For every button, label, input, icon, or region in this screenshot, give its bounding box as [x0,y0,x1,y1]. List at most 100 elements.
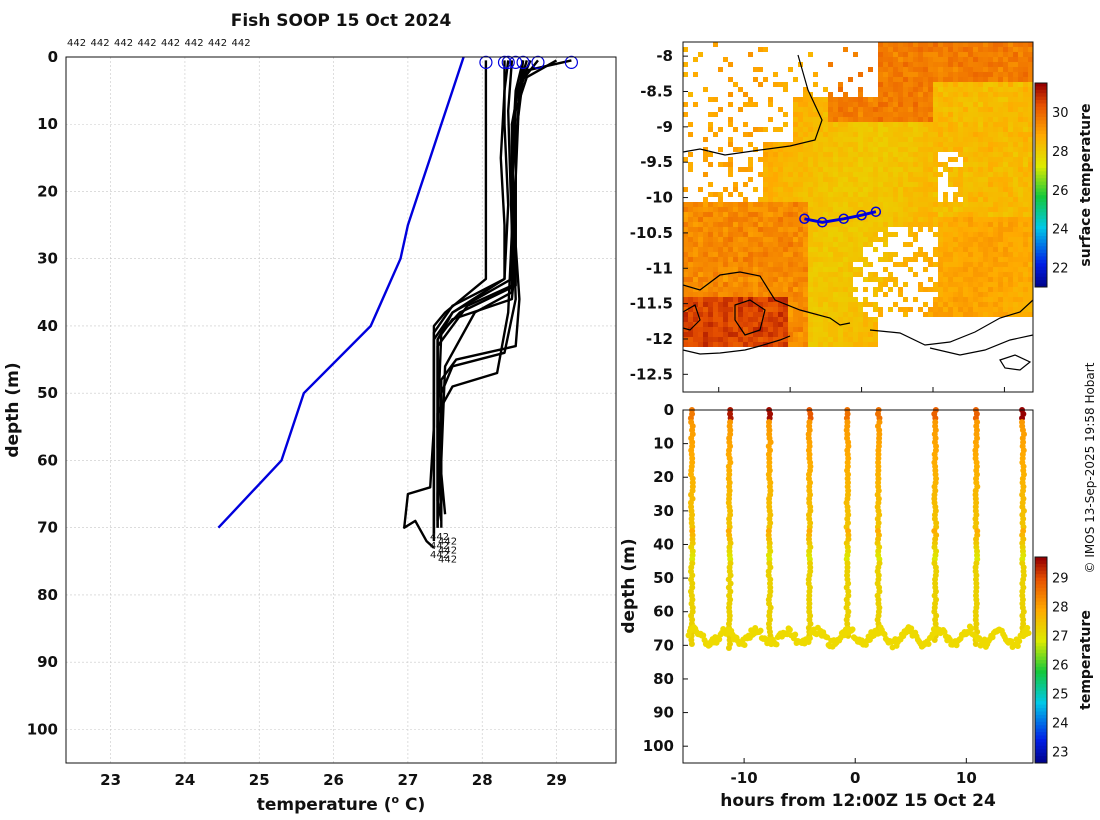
sst-cell [783,162,788,167]
sst-cell [983,67,988,72]
sst-cell [813,257,818,262]
sst-cell [793,137,798,142]
sst-cell [803,292,808,297]
sst-cell [1028,147,1033,152]
sst-cell [1028,82,1033,87]
sst-cell [993,297,998,302]
sst-cell [793,217,798,222]
top-cast-label: 442 [208,38,227,49]
colorbar-tick-label: 28 [1052,145,1069,160]
sst-cell [738,332,743,337]
sst-cell [923,162,928,167]
sst-cell [703,312,708,317]
sst-cell [753,257,758,262]
sst-cell [728,287,733,292]
sst-cell [718,312,723,317]
sst-cell [973,112,978,117]
sst-cell [978,137,983,142]
sst-cell [808,52,813,57]
sst-cell [878,142,883,147]
sst-cell [793,207,798,212]
sst-cell [958,122,963,127]
sst-cell [838,97,843,102]
sst-cell [883,152,888,157]
sst-cell [958,282,963,287]
sst-cell [728,92,733,97]
sst-cell [963,47,968,52]
sst-cell [848,207,853,212]
coastline [929,334,1034,356]
sst-cell [998,162,1003,167]
sst-cell [763,152,768,157]
sst-cell [993,207,998,212]
sst-cell [798,292,803,297]
sst-cell [828,262,833,267]
colorbar-step [1035,198,1047,203]
sst-cell [708,277,713,282]
colorbar-step [1035,666,1047,671]
sst-cell [913,197,918,202]
sst-cell [993,72,998,77]
sst-cell [978,222,983,227]
sst-cell [813,317,818,322]
sst-cell [968,277,973,282]
sst-cell [988,182,993,187]
colorbar-step [1035,677,1047,682]
y-tick-label: -12.5 [630,365,673,383]
sst-cell [923,107,928,112]
sst-cell [938,137,943,142]
sst-cell [798,107,803,112]
sst-cell [1008,102,1013,107]
sst-cell [1003,222,1008,227]
sst-cell [723,207,728,212]
sst-cell [908,62,913,67]
sst-cell [808,167,813,172]
sst-cell [728,172,733,177]
sst-cell [863,162,868,167]
sst-cell [963,127,968,132]
sst-cell [928,277,933,282]
sst-cell [838,307,843,312]
sst-cell [1028,152,1033,157]
map-frame [682,41,1034,393]
sst-cell [863,182,868,187]
sst-cell [883,207,888,212]
sst-cell [688,242,693,247]
sst-cell [978,212,983,217]
sst-cell [718,317,723,322]
sst-cell [793,112,798,117]
sst-cell [993,82,998,87]
sst-cell [788,147,793,152]
sst-cell [858,342,863,347]
sst-cell [948,157,953,162]
sst-cell [958,222,963,227]
sst-cell [898,52,903,57]
sst-cell [823,277,828,282]
sst-cell [978,57,983,62]
sst-cell [1028,262,1033,267]
sst-cell [768,227,773,232]
sst-cell [913,97,918,102]
sst-cell [948,272,953,277]
sst-cell [1028,302,1033,307]
sst-cell [788,277,793,282]
sst-cell [863,312,868,317]
sst-cell [888,132,893,137]
sst-cell [838,172,843,177]
sst-cell [833,187,838,192]
sst-cell [978,62,983,67]
sst-cell [1003,52,1008,57]
sst-cell [803,187,808,192]
sst-cell [823,292,828,297]
sst-cell [873,307,878,312]
sst-cell [783,217,788,222]
sst-cell [993,287,998,292]
sst-cell [853,102,858,107]
sst-cell [873,342,878,347]
sst-cell [808,287,813,292]
sst-cell [703,137,708,142]
sst-cell [833,297,838,302]
sst-cell [983,152,988,157]
sst-cell [943,282,948,287]
sst-cell [803,92,808,97]
